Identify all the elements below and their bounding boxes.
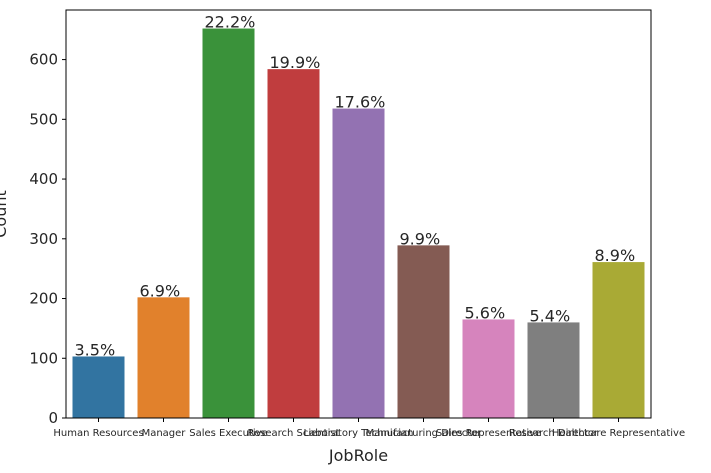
y-tick-label: 100 bbox=[29, 349, 58, 367]
bar-laboratory-technician bbox=[332, 108, 385, 418]
bars-group bbox=[72, 28, 645, 418]
y-tick-label: 600 bbox=[29, 51, 58, 69]
data-label: 19.9% bbox=[270, 53, 321, 72]
bar-research-director bbox=[527, 322, 580, 418]
data-label: 17.6% bbox=[335, 93, 386, 112]
bar-research-scientist bbox=[267, 69, 320, 418]
y-tick-label: 400 bbox=[29, 170, 58, 188]
x-axis-label: JobRole bbox=[328, 446, 388, 465]
x-tick-label: Sales Representative bbox=[436, 428, 541, 439]
bar-manufacturing-director bbox=[397, 245, 450, 418]
bar-sales-executive bbox=[202, 28, 255, 418]
bar-healthcare-representative bbox=[592, 262, 645, 418]
data-labels-group: 3.5% 6.9% 22.2% 19.9% 17.6% 9.9% 5.6% 5.4% 8.9% bbox=[75, 13, 636, 360]
data-label: 8.9% bbox=[595, 246, 636, 265]
data-label: 6.9% bbox=[140, 281, 181, 300]
y-tick-label: 0 bbox=[48, 409, 58, 427]
x-tick-label: Sales Executive bbox=[189, 428, 267, 439]
y-tick-label: 500 bbox=[29, 110, 58, 128]
x-tick-label: Research Scientist bbox=[248, 428, 340, 439]
y-axis: 0 100 200 300 400 500 600 bbox=[29, 51, 66, 427]
data-label: 3.5% bbox=[75, 340, 116, 359]
x-tick-label: Healthcare Representative bbox=[552, 428, 685, 439]
x-tick-label: Manager bbox=[142, 428, 187, 439]
data-label: 9.9% bbox=[400, 229, 441, 248]
x-tick-label: Human Resources bbox=[53, 428, 143, 439]
y-tick-label: 300 bbox=[29, 230, 58, 248]
data-label: 5.6% bbox=[465, 303, 506, 322]
data-label: 22.2% bbox=[205, 13, 256, 32]
bar-sales-representative bbox=[462, 319, 515, 418]
bar-human-resources bbox=[72, 356, 125, 418]
data-label: 5.4% bbox=[530, 306, 571, 325]
y-tick-label: 200 bbox=[29, 290, 58, 308]
x-tick-label: Research Director bbox=[509, 428, 599, 439]
x-tick-label: Laboratory Technician bbox=[304, 428, 414, 439]
bar-manager bbox=[137, 297, 190, 418]
y-axis-label: Count bbox=[0, 190, 10, 238]
x-tick-label: Manufacturing Director bbox=[366, 428, 483, 439]
